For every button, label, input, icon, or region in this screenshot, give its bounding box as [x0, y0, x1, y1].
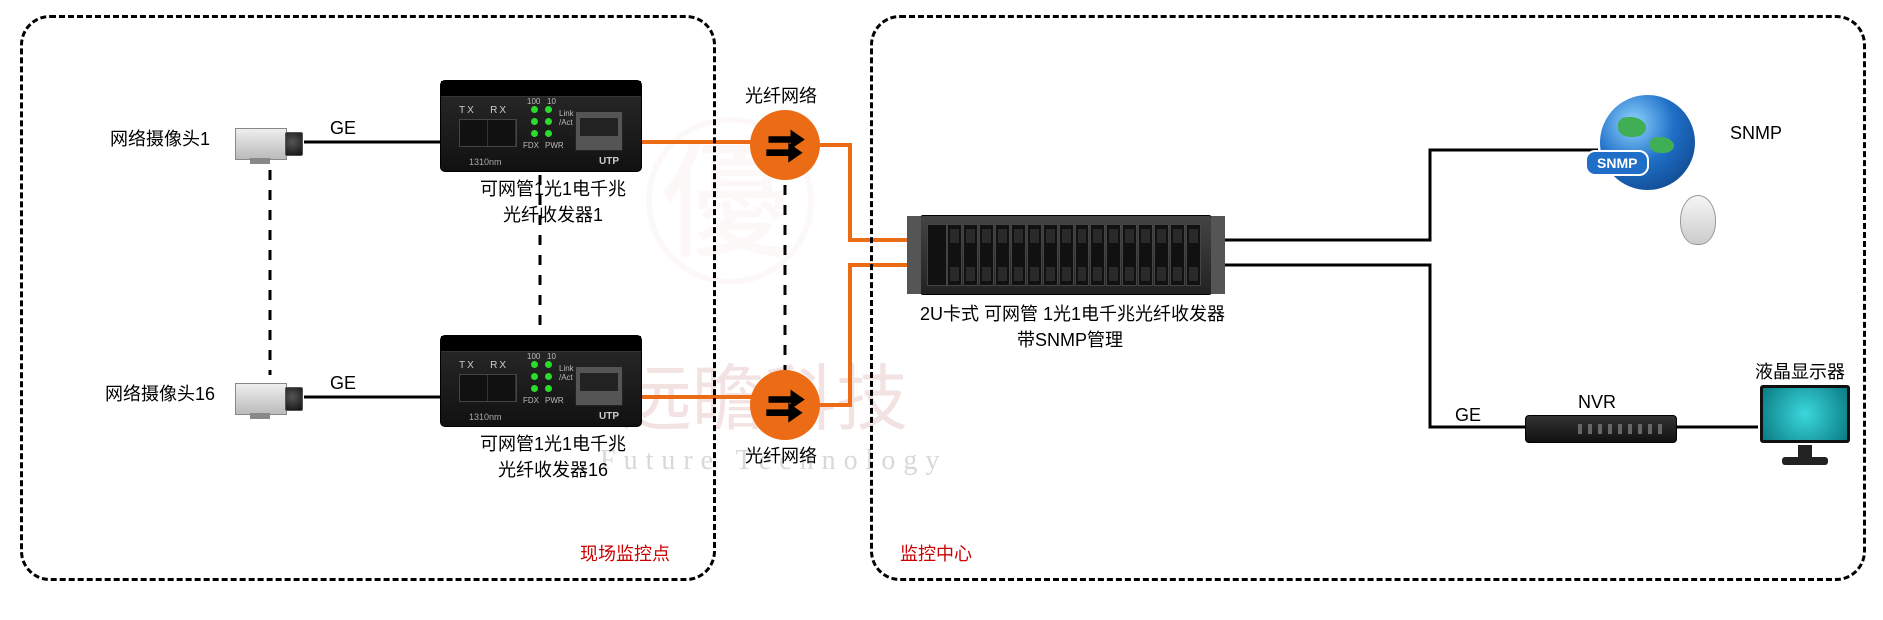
converter-16-label: 可网管1光1电千兆光纤收发器16 — [478, 430, 628, 482]
ge-label-3: GE — [1455, 405, 1481, 426]
chassis-2u — [920, 215, 1212, 295]
nvr-label: NVR — [1578, 392, 1616, 413]
nvr-device — [1525, 415, 1677, 443]
camera-1-label: 网络摄像头1 — [110, 125, 210, 151]
mouse-icon — [1680, 195, 1716, 245]
fiber-node-2 — [750, 370, 820, 440]
ge-label-1: GE — [330, 118, 356, 139]
zone-center-title: 监控中心 — [900, 540, 972, 566]
camera-16 — [235, 375, 305, 420]
monitor-label: 液晶显示器 — [1755, 358, 1845, 384]
chassis-slots — [947, 224, 1201, 286]
ge-label-2: GE — [330, 373, 356, 394]
camera-1 — [235, 120, 305, 165]
camera-16-label: 网络摄像头16 — [105, 380, 215, 406]
snmp-label: SNMP — [1730, 123, 1782, 144]
fiber-2-label: 光纤网络 — [745, 442, 817, 468]
zone-center — [870, 15, 1866, 581]
snmp-banner: SNMP — [1585, 150, 1649, 176]
media-converter-16: TX RX 100 10 Link /Act FDX PWR UTP 1310n… — [440, 335, 642, 427]
zone-field-title: 现场监控点 — [580, 540, 670, 566]
media-converter-1: TX RX 100 10 Link /Act FDX PWR UTP 1310n… — [440, 80, 642, 172]
chassis-label: 2U卡式 可网管 1光1电千兆光纤收发器带SNMP管理 — [920, 300, 1220, 352]
converter-1-label: 可网管1光1电千兆光纤收发器1 — [478, 175, 628, 227]
monitor-device — [1760, 385, 1850, 465]
fiber-1-label: 光纤网络 — [745, 82, 817, 108]
fiber-node-1 — [750, 110, 820, 180]
